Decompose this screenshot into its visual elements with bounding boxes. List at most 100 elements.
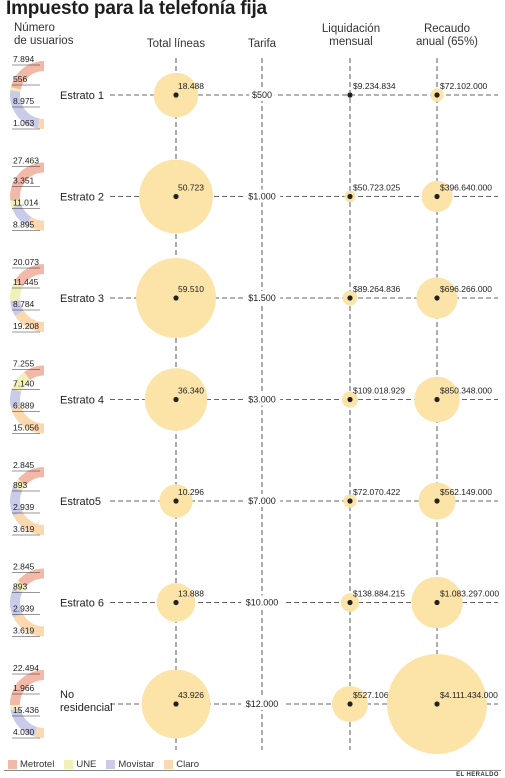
row-2-tarifa-label: $1.000 — [248, 192, 276, 202]
row-2-tarifa-bg — [243, 189, 281, 203]
row-1-tarifa-bg — [249, 88, 275, 101]
legend-item-claro: Claro — [164, 759, 199, 770]
row-5-label: Estrato5 — [60, 496, 101, 508]
row-1-segment-claro — [37, 118, 44, 129]
header-recaudo: Recaudo anual (65%) — [397, 23, 497, 49]
row-2-segment-metrotel — [10, 162, 45, 201]
header-users-line2: de usuarios — [14, 35, 74, 47]
row-3-tarifa-label: $1.500 — [248, 293, 276, 303]
row-1-users-claro: 1.063 — [13, 118, 35, 128]
row-7-users-metrotel: 22.494 — [13, 663, 39, 673]
row-7-rec-dot — [434, 701, 440, 707]
row-3-tarifa-bg — [243, 291, 281, 304]
header-liq-line2: mensual — [329, 36, 373, 48]
row-2-total-label: 50.723 — [178, 183, 204, 193]
row-2-users-metrotel: 27.463 — [13, 156, 39, 166]
row-6-total-dot — [173, 599, 179, 606]
row-2-segment-claro — [26, 216, 44, 231]
header-liq-line1: Liquidación — [321, 23, 381, 35]
row-5-users-une: 893 — [13, 480, 27, 490]
row-4-users-movistar: 6.889 — [13, 401, 35, 411]
chart-title: Impuesto para la telefonía fija — [6, 0, 267, 19]
row-7-label-line-1: residencial — [60, 702, 113, 714]
row-1-segment-une — [10, 87, 21, 92]
row-6-users-metrotel: 2.845 — [13, 562, 35, 572]
row-7-users-movistar: 15.436 — [13, 705, 39, 715]
row-2-rec-label: $396.640.000 — [440, 183, 492, 193]
chart-svg: 7.894 556 8.975 1.063 Estrato 1 18.488 $500 $9.… — [9, 54, 499, 754]
row-4-tarifa-label: $3.000 — [248, 395, 276, 405]
legend: Metrotel UNE Movistar Claro — [8, 757, 209, 771]
row-7-tarifa-label: $12.000 — [246, 699, 279, 709]
row-4-segment-metrotel — [24, 365, 44, 381]
row-6-tarifa-bg — [241, 595, 283, 609]
legend-swatch — [8, 759, 17, 769]
row-4-total-dot — [173, 396, 179, 403]
row-4-users-une: 7.140 — [13, 379, 35, 389]
legend-item-une: UNE — [64, 759, 96, 770]
row-2-liq-dot — [347, 193, 353, 200]
row-1-segment-movistar — [9, 90, 40, 129]
row-7-liq-label: $527.106.931 — [353, 690, 405, 700]
row-4-tarifa-bg — [243, 392, 281, 406]
row-3-segment-une — [10, 281, 24, 302]
row-2-label: Estrato 2 — [60, 192, 104, 204]
row-7-total-dot — [173, 701, 179, 707]
row-7-tarifa-bg — [241, 697, 283, 710]
header-users: Número de usuarios — [14, 22, 104, 48]
bottom-rule — [4, 770, 501, 771]
row-1-users-movistar: 8.975 — [13, 96, 35, 106]
row-3-total-label: 59.510 — [178, 284, 204, 294]
row-2-users-movistar: 11.014 — [13, 198, 39, 208]
row-5-segment-movistar — [10, 486, 23, 517]
row-2-segment-movistar — [11, 204, 32, 226]
row-5-segment-claro — [13, 511, 44, 535]
row-7-segment-claro — [34, 727, 44, 738]
header-total: Total líneas — [146, 38, 206, 50]
header-tarifa: Tarifa — [247, 38, 277, 50]
row-4-liq-dot — [347, 396, 353, 403]
row-1-segment-metrotel — [10, 61, 44, 90]
row-5-tarifa-label: $7.000 — [248, 496, 276, 506]
row-5-rec-label: $562.149.000 — [440, 487, 492, 497]
row-4-segment-claro — [11, 405, 44, 434]
row-2-users-claro: 8.895 — [13, 220, 35, 230]
row-4-rec-label: $850.348.000 — [440, 386, 492, 396]
legend-label: Metrotel — [20, 758, 55, 770]
row-1-label: Estrato 1 — [60, 90, 104, 102]
row-7-total-label: 43.926 — [178, 690, 204, 700]
row-1-liq-dot — [347, 92, 353, 98]
row-3-segment-metrotel — [14, 264, 44, 287]
legend-swatch — [64, 759, 74, 769]
row-5-users-metrotel: 2.845 — [13, 460, 35, 470]
legend-label: Claro — [176, 758, 199, 770]
row-3-rec-dot — [434, 295, 440, 301]
row-6-users-movistar: 2.939 — [13, 604, 35, 614]
row-3-users-claro: 19.208 — [13, 321, 39, 331]
row-6-total-label: 13.888 — [178, 589, 204, 599]
legend-swatch — [106, 759, 116, 769]
row-6-segment-claro — [13, 613, 44, 637]
row-4-rec-dot — [434, 396, 440, 403]
row-7-label-line-0: No — [60, 689, 74, 701]
row-7-segment-une — [10, 704, 21, 711]
row-7-segment-movistar — [10, 708, 38, 737]
row-1-liq-label: $9.234.834 — [353, 81, 396, 91]
row-7-users-claro: 4.030 — [13, 727, 35, 737]
row-4-liq-label: $109.018.929 — [353, 386, 405, 396]
row-6-liq-dot — [347, 599, 353, 606]
row-6-segment-movistar — [9, 588, 23, 618]
row-4-segment-une — [11, 371, 30, 392]
row-7-liq-dot — [347, 701, 353, 707]
header-users-line1: Número — [14, 22, 55, 34]
row-1-tarifa-label: $500 — [252, 90, 272, 100]
row-4-total-label: 36.340 — [178, 386, 204, 396]
legend-item-metrotel: Metrotel — [8, 759, 54, 770]
row-2-users-une: 3.351 — [13, 176, 35, 186]
row-3-users-movistar: 8.784 — [13, 299, 35, 309]
row-5-total-dot — [173, 498, 179, 504]
row-1-total-label: 18.488 — [178, 81, 204, 91]
row-3-liq-label: $89.264.836 — [353, 284, 401, 294]
row-7-rec-label: $4.111.434.000 — [440, 690, 498, 700]
row-1-users-metrotel: 7.894 — [13, 54, 35, 64]
